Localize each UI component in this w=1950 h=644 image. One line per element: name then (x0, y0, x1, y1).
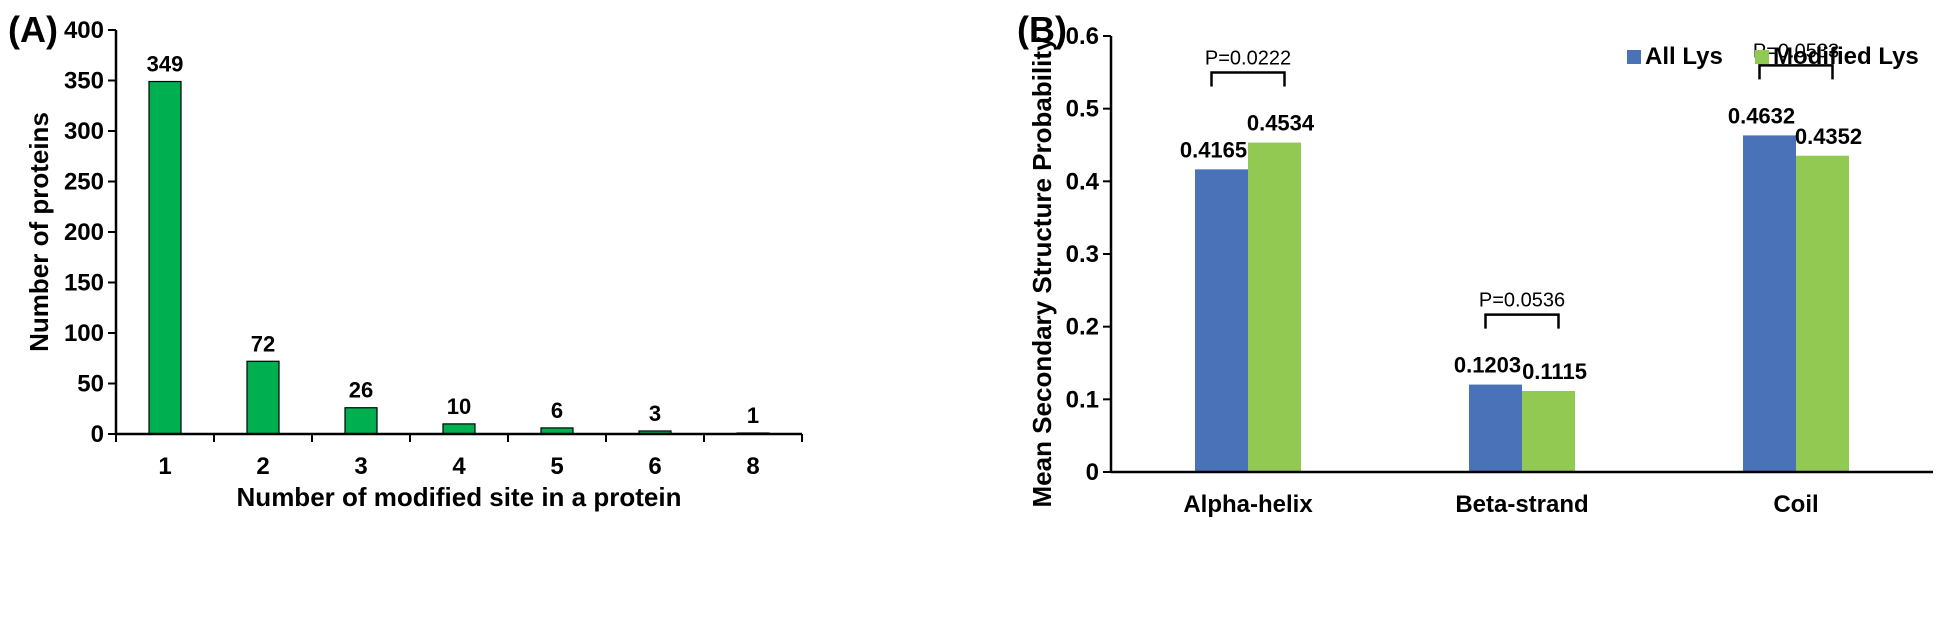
y-tick-label: 400 (64, 17, 104, 44)
bar-1 (148, 80, 182, 435)
legend-swatch-modified-lys (1755, 50, 1769, 64)
legend-label: All Lys (1645, 43, 1723, 70)
bar-coil-all-lys (1743, 135, 1796, 472)
panel-label-a: (A) (8, 9, 58, 50)
data-label: 26 (349, 378, 373, 403)
data-label: 0.4534 (1247, 111, 1315, 136)
bar-chart-proteins: (A) 0 50 100 150 200 250 300 350 400 349 1 72 2 26 3 10… (8, 9, 803, 512)
data-label: 0.4165 (1180, 137, 1247, 162)
bar-alpha-helix-all-lys (1195, 169, 1248, 473)
significance-bracket (1210, 71, 1286, 87)
x-tick-label: 5 (550, 453, 563, 480)
data-label: 1 (747, 403, 759, 428)
y-tick-label: 0 (1086, 459, 1099, 486)
y-tick-label: 50 (77, 371, 104, 398)
data-label: 3 (649, 401, 661, 426)
x-axis-title: Number of modified site in a protein (237, 482, 682, 512)
significance-bracket (1484, 313, 1560, 329)
x-tick-label: 1 (158, 453, 171, 480)
x-tick-label: 6 (648, 453, 661, 480)
data-label: 72 (251, 331, 275, 356)
data-label: 0.1203 (1454, 353, 1521, 378)
x-tick-label: 2 (256, 453, 269, 480)
data-label: 0.4632 (1728, 103, 1795, 128)
significance-bracket (1758, 64, 1834, 80)
y-tick-label: 100 (64, 320, 104, 347)
x-tick-label: Beta-strand (1455, 491, 1588, 518)
y-tick-label: 0.2 (1066, 314, 1099, 341)
y-tick-label: 150 (64, 270, 104, 297)
y-tick-label: 0.5 (1066, 96, 1099, 123)
bar-3 (344, 407, 378, 435)
y-tick-label: 350 (64, 68, 104, 95)
data-label: 10 (447, 394, 471, 419)
bar-beta-strand-modified-lys (1522, 390, 1575, 472)
x-tick-label: 8 (746, 453, 759, 480)
y-axis-title: Mean Secondary Structure Probability (1027, 36, 1057, 508)
bar-beta-strand-all-lys (1469, 384, 1522, 472)
y-tick-label: 0.6 (1066, 23, 1099, 50)
bar-alpha-helix-modified-lys (1248, 142, 1301, 472)
data-label: 6 (551, 398, 563, 423)
bar-2 (246, 360, 280, 435)
y-tick-label: 0.1 (1066, 386, 1099, 413)
p-value-label: P=0.0222 (1205, 48, 1291, 70)
p-value-label: P=0.0536 (1479, 290, 1565, 312)
y-tick-label: 200 (64, 219, 104, 246)
panel-label-b: (B) (1017, 9, 1067, 50)
p-value-label: P=0.0533 (1753, 40, 1839, 62)
bar-coil-modified-lys (1796, 155, 1849, 472)
x-tick-label: 3 (354, 453, 367, 480)
y-tick-label: 250 (64, 169, 104, 196)
x-tick-label: Coil (1773, 491, 1818, 518)
y-tick-label: 0 (91, 421, 104, 448)
legend-label: Modified Lys (1773, 43, 1919, 70)
y-tick-label: 300 (64, 118, 104, 145)
x-tick-label: 4 (452, 453, 466, 480)
data-label: 0.1115 (1522, 359, 1587, 384)
chart-panel-a: (A) 0 50 100 150 200 250 300 350 400 349 1 72 2 26 3 10… (8, 9, 803, 512)
chart-panel-b: (B) 0 0.1 0.2 0.3 0.4 0.5 0.6 0.4165 0.4534 Alpha… (1015, 0, 1950, 639)
y-tick-label: 0.3 (1066, 241, 1099, 268)
y-tick-label: 0.4 (1066, 168, 1100, 195)
data-label: 0.4352 (1795, 124, 1862, 149)
x-tick-label: Alpha-helix (1183, 491, 1313, 518)
data-label: 349 (147, 52, 184, 77)
y-axis-title: Number of proteins (24, 112, 54, 352)
bar-4 (442, 423, 476, 435)
legend-swatch-all-lys (1627, 50, 1641, 64)
